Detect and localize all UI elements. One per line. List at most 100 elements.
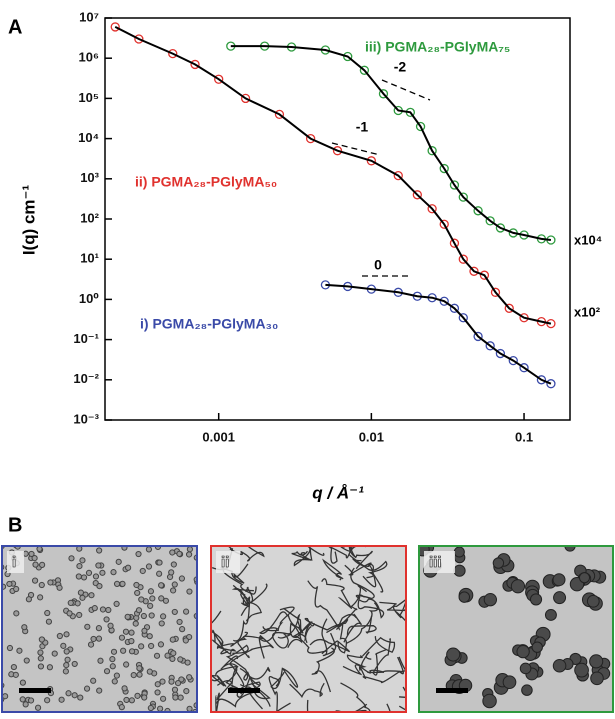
scale-factor: x10² xyxy=(574,304,601,319)
particle xyxy=(66,610,73,617)
particle xyxy=(16,647,23,654)
data-point xyxy=(508,355,518,366)
sphere xyxy=(589,654,604,669)
y-tick-label: 10² xyxy=(80,210,99,225)
particle xyxy=(37,594,44,601)
worm xyxy=(210,673,227,687)
particle xyxy=(63,648,70,655)
worm xyxy=(338,584,367,627)
worm xyxy=(340,545,367,552)
particle xyxy=(97,657,104,664)
particle xyxy=(27,697,35,704)
particle xyxy=(92,573,100,580)
particle xyxy=(154,681,161,688)
slope-guide xyxy=(381,79,431,101)
worm xyxy=(392,597,407,624)
particle xyxy=(38,581,45,589)
data-point xyxy=(485,216,495,226)
worm xyxy=(358,656,404,684)
worm xyxy=(289,682,325,699)
micrograph-label: i xyxy=(12,554,16,571)
label-box xyxy=(216,551,240,573)
particle xyxy=(136,665,143,672)
worm xyxy=(231,587,254,607)
data-point xyxy=(519,363,529,373)
particle xyxy=(171,608,178,616)
particle xyxy=(147,588,155,595)
particle xyxy=(85,569,93,577)
particle xyxy=(182,637,189,644)
particle xyxy=(96,687,103,694)
particle xyxy=(170,587,177,594)
particle xyxy=(146,668,153,675)
sphere xyxy=(453,564,466,577)
particle xyxy=(60,642,67,649)
worm xyxy=(350,567,375,600)
sphere xyxy=(552,573,566,587)
data-point xyxy=(393,170,403,181)
particle xyxy=(169,655,176,663)
particle xyxy=(113,600,120,607)
particle xyxy=(91,605,98,612)
worm xyxy=(326,621,348,654)
particle xyxy=(124,613,131,620)
particle xyxy=(76,563,83,570)
particle xyxy=(122,628,130,635)
data-point xyxy=(427,146,437,156)
scale-bar xyxy=(436,688,468,693)
data-point xyxy=(274,109,285,120)
worm xyxy=(335,709,367,713)
particle xyxy=(120,647,127,654)
particle xyxy=(95,562,102,569)
particle xyxy=(134,692,141,699)
particle xyxy=(63,661,70,669)
data-point xyxy=(412,190,422,200)
particle xyxy=(157,705,164,712)
fit-line xyxy=(325,283,552,385)
particle xyxy=(32,561,39,568)
scale-bar xyxy=(228,688,260,693)
label-box xyxy=(7,551,24,573)
sphere xyxy=(458,591,471,603)
y-tick-label: 10⁻² xyxy=(73,371,99,386)
data-point xyxy=(305,133,316,144)
worm xyxy=(328,545,354,564)
data-point xyxy=(439,219,449,229)
series-label: i) PGMA₂₈-PGlyMA₃₀ xyxy=(140,316,278,332)
particle xyxy=(186,705,193,712)
particle xyxy=(145,563,153,570)
data-point xyxy=(366,156,377,166)
worm xyxy=(321,578,353,609)
particle xyxy=(146,633,153,640)
particle xyxy=(186,588,193,595)
micrograph: i xyxy=(1,545,198,713)
particle xyxy=(158,595,165,602)
plot-frame xyxy=(104,17,571,421)
data-point xyxy=(495,348,506,359)
particle xyxy=(123,696,130,704)
particle xyxy=(135,550,142,558)
micrograph: ii xyxy=(210,545,407,713)
particle xyxy=(134,589,141,597)
particle xyxy=(19,679,26,686)
particle xyxy=(128,629,135,636)
particle xyxy=(162,597,170,604)
particle xyxy=(160,695,167,702)
sphere xyxy=(483,593,498,607)
particle xyxy=(84,623,91,630)
data-point xyxy=(168,48,178,59)
particle xyxy=(183,688,190,695)
particle xyxy=(45,618,53,625)
data-point xyxy=(427,204,437,214)
particle xyxy=(177,656,184,663)
data-point xyxy=(458,313,468,323)
particle xyxy=(56,584,63,591)
worm xyxy=(246,583,268,622)
particle xyxy=(128,648,136,655)
particle xyxy=(103,668,111,675)
data-point xyxy=(449,180,460,190)
particle xyxy=(156,559,163,566)
particle xyxy=(44,697,51,704)
particle xyxy=(96,583,103,590)
worm xyxy=(212,629,229,655)
